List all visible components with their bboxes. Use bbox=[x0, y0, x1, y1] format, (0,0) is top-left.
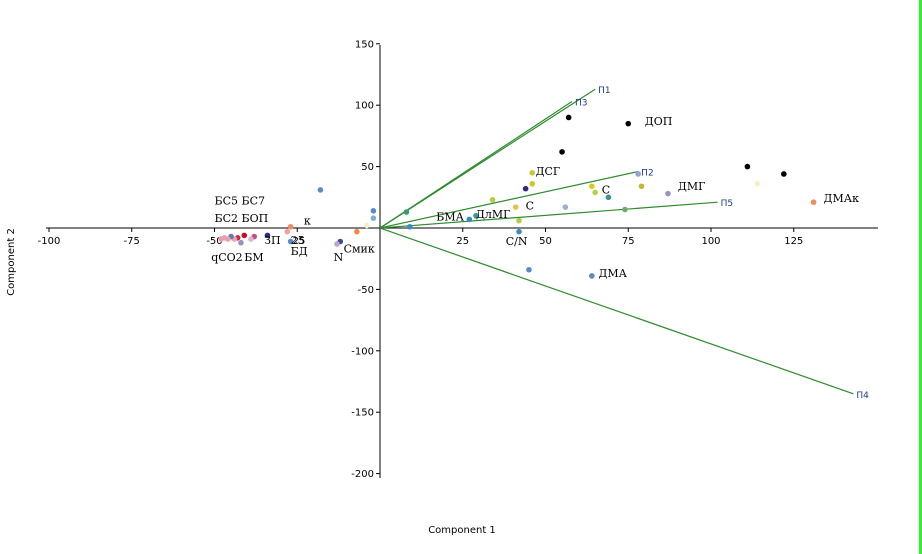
point-label: Смик bbox=[344, 243, 375, 256]
point-label: БС5 БС7 bbox=[215, 195, 266, 208]
score-point bbox=[638, 183, 645, 190]
score-point bbox=[363, 222, 370, 229]
score-point bbox=[529, 180, 536, 187]
point-label: к bbox=[304, 214, 311, 227]
vector-label: П2 bbox=[641, 169, 654, 179]
score-points bbox=[218, 114, 817, 279]
score-point bbox=[406, 223, 413, 230]
point-label: БМА bbox=[436, 211, 464, 224]
point-label: ДСГ bbox=[536, 165, 561, 178]
y-tick-label: -50 bbox=[358, 285, 374, 296]
score-point bbox=[370, 215, 377, 221]
score-point bbox=[287, 238, 294, 245]
score-point bbox=[592, 189, 598, 196]
x-tick-label: 125 bbox=[784, 236, 803, 247]
axes bbox=[46, 45, 878, 478]
point-label: ДМАк bbox=[824, 192, 860, 205]
point-label: ДМГ bbox=[678, 180, 706, 193]
loading-vector bbox=[379, 227, 854, 395]
score-point bbox=[565, 114, 572, 121]
y-tick-label: 50 bbox=[361, 162, 374, 173]
x-axis-ticks: -100 -75 -50 -25 25 50 75 100 125 bbox=[38, 228, 803, 247]
vector-label: П3 bbox=[575, 99, 588, 109]
vector-label: П5 bbox=[721, 199, 734, 209]
y-tick-label: -100 bbox=[351, 346, 374, 357]
x-axis-title: Component 1 bbox=[428, 525, 496, 536]
score-point bbox=[317, 187, 324, 193]
x-tick-label: -100 bbox=[38, 236, 61, 247]
score-point bbox=[810, 199, 817, 206]
point-label: N bbox=[334, 251, 344, 264]
score-point bbox=[218, 236, 224, 242]
score-point bbox=[559, 149, 565, 155]
score-point bbox=[284, 228, 291, 235]
y-tick-label: 150 bbox=[355, 39, 374, 50]
window-right-border bbox=[919, 0, 922, 554]
point-label: С bbox=[526, 200, 534, 213]
point-label: БМ bbox=[244, 251, 263, 264]
point-label: ДОП bbox=[645, 115, 673, 128]
score-point bbox=[589, 273, 595, 279]
x-tick-label: 100 bbox=[701, 236, 720, 247]
vector-label: П1 bbox=[598, 86, 611, 96]
score-point bbox=[635, 171, 641, 177]
y-tick-label: -200 bbox=[351, 469, 374, 480]
point-label: ДлМГ bbox=[476, 208, 510, 221]
x-tick-label: -75 bbox=[124, 236, 140, 247]
loading-vector bbox=[379, 170, 639, 229]
score-point bbox=[287, 223, 294, 230]
score-point bbox=[625, 120, 632, 127]
score-point bbox=[781, 171, 787, 177]
score-point bbox=[473, 212, 479, 219]
x-tick-label: 75 bbox=[622, 236, 635, 247]
score-point bbox=[622, 206, 628, 213]
score-point bbox=[516, 228, 522, 235]
score-point bbox=[744, 163, 751, 170]
score-point bbox=[562, 204, 569, 210]
vector-label: П4 bbox=[856, 391, 869, 401]
y-tick-label: 100 bbox=[355, 101, 374, 112]
y-tick-label: -150 bbox=[351, 408, 374, 419]
score-point bbox=[526, 266, 532, 273]
point-label: ДМА bbox=[598, 267, 627, 280]
point-annotations: ДОП ДСГ С ДМГ ДМАк С БМА ДлМГ С/N ДМА БС5 БС7 БС2 Б… bbox=[211, 115, 859, 280]
y-axis-title: Component 2 bbox=[6, 228, 17, 296]
score-point bbox=[522, 185, 529, 192]
loading-vector bbox=[379, 201, 718, 229]
x-tick-label: 25 bbox=[456, 236, 469, 247]
score-point bbox=[516, 217, 522, 224]
score-point bbox=[754, 180, 761, 187]
point-label: 25 bbox=[291, 234, 305, 247]
point-label: БС2 БОП bbox=[215, 212, 269, 225]
score-point bbox=[238, 239, 244, 246]
score-point bbox=[589, 183, 595, 190]
score-point bbox=[665, 190, 671, 197]
point-label: qCO2 bbox=[211, 251, 242, 264]
score-point bbox=[489, 196, 496, 203]
score-point bbox=[370, 208, 377, 214]
score-point bbox=[403, 209, 410, 215]
point-label: ЗП bbox=[264, 234, 280, 247]
point-label: С/N bbox=[506, 235, 528, 248]
x-tick-label: -25 bbox=[289, 236, 305, 247]
score-point bbox=[248, 236, 254, 242]
score-point bbox=[354, 228, 360, 235]
score-point bbox=[241, 232, 248, 239]
loading-vectors: П1 П3 П2 П5 П4 bbox=[379, 86, 869, 401]
score-point bbox=[264, 232, 271, 239]
loading-vector bbox=[379, 101, 573, 229]
score-point bbox=[512, 204, 519, 210]
point-label: БД bbox=[291, 245, 308, 258]
x-tick-label: -50 bbox=[206, 236, 222, 247]
point-label: С bbox=[602, 184, 610, 197]
score-point bbox=[529, 169, 536, 176]
score-point bbox=[334, 241, 340, 247]
score-point bbox=[466, 216, 473, 223]
score-point bbox=[605, 194, 612, 201]
x-tick-label: 50 bbox=[539, 236, 552, 247]
y-axis-ticks: 150 100 50 -50 -100 -150 -200 bbox=[351, 39, 380, 480]
